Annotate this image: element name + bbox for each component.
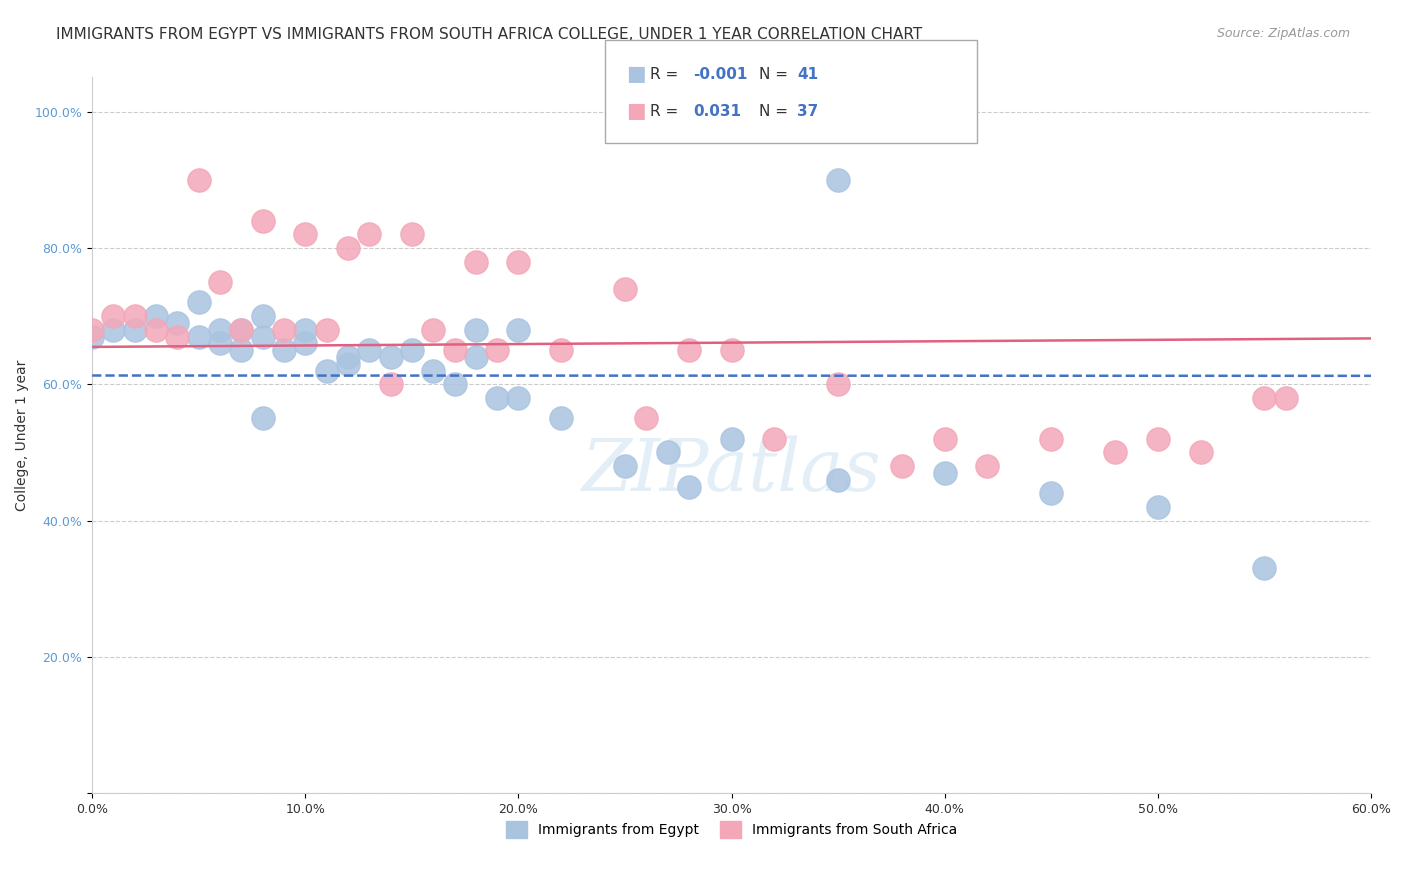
Point	[294, 336, 316, 351]
Point	[1253, 561, 1275, 575]
Point	[678, 479, 700, 493]
Text: R =: R =	[650, 67, 683, 81]
Point	[827, 172, 849, 186]
Point	[678, 343, 700, 358]
Point	[422, 323, 444, 337]
Point	[486, 391, 509, 405]
Text: 0.031: 0.031	[693, 104, 741, 119]
Text: R =: R =	[650, 104, 683, 119]
Point	[550, 343, 572, 358]
Point	[422, 363, 444, 377]
Point	[336, 357, 359, 371]
Point	[273, 343, 295, 358]
Point	[1147, 432, 1170, 446]
Point	[464, 350, 486, 364]
Point	[636, 411, 658, 425]
Point	[1253, 391, 1275, 405]
Point	[401, 227, 423, 242]
Point	[486, 343, 509, 358]
Point	[231, 323, 253, 337]
Point	[380, 377, 402, 392]
Legend: Immigrants from Egypt, Immigrants from South Africa: Immigrants from Egypt, Immigrants from S…	[501, 815, 963, 844]
Point	[443, 343, 465, 358]
Point	[209, 275, 232, 289]
Point	[103, 309, 125, 323]
Point	[82, 329, 104, 343]
Point	[359, 343, 381, 358]
Point	[380, 350, 402, 364]
Point	[124, 323, 146, 337]
Point	[187, 172, 209, 186]
Point	[401, 343, 423, 358]
Point	[359, 227, 381, 242]
Text: 37: 37	[797, 104, 818, 119]
Point	[720, 343, 742, 358]
Point	[82, 323, 104, 337]
Point	[550, 411, 572, 425]
Point	[209, 323, 232, 337]
Point	[464, 323, 486, 337]
Point	[763, 432, 786, 446]
Point	[252, 329, 274, 343]
Point	[1275, 391, 1298, 405]
Point	[1040, 432, 1063, 446]
Point	[508, 391, 530, 405]
Point	[252, 213, 274, 227]
Point	[336, 350, 359, 364]
Point	[209, 336, 232, 351]
Point	[976, 458, 998, 473]
Point	[464, 254, 486, 268]
Point	[934, 432, 956, 446]
Point	[934, 466, 956, 480]
Point	[315, 323, 337, 337]
Point	[1147, 500, 1170, 514]
Point	[166, 329, 188, 343]
Point	[720, 432, 742, 446]
Text: -0.001: -0.001	[693, 67, 748, 81]
Point	[315, 363, 337, 377]
Point	[187, 329, 209, 343]
Point	[1040, 486, 1063, 500]
Text: IMMIGRANTS FROM EGYPT VS IMMIGRANTS FROM SOUTH AFRICA COLLEGE, UNDER 1 YEAR CORR: IMMIGRANTS FROM EGYPT VS IMMIGRANTS FROM…	[56, 27, 922, 42]
Point	[336, 241, 359, 255]
Point	[1189, 445, 1212, 459]
Point	[827, 377, 849, 392]
Point	[231, 343, 253, 358]
Point	[443, 377, 465, 392]
Point	[124, 309, 146, 323]
Point	[657, 445, 679, 459]
Point	[294, 227, 316, 242]
Point	[187, 295, 209, 310]
Point	[508, 254, 530, 268]
Point	[614, 282, 637, 296]
Point	[891, 458, 914, 473]
Point	[614, 458, 637, 473]
Text: ■: ■	[626, 64, 645, 84]
Point	[1104, 445, 1126, 459]
Text: 41: 41	[797, 67, 818, 81]
Text: ZIPatlas: ZIPatlas	[582, 436, 882, 507]
Point	[252, 309, 274, 323]
Point	[273, 323, 295, 337]
Text: ■: ■	[626, 102, 645, 121]
Point	[231, 323, 253, 337]
Y-axis label: College, Under 1 year: College, Under 1 year	[15, 359, 30, 511]
Text: N =: N =	[759, 67, 793, 81]
Point	[252, 411, 274, 425]
Point	[145, 309, 167, 323]
Point	[827, 473, 849, 487]
Text: Source: ZipAtlas.com: Source: ZipAtlas.com	[1216, 27, 1350, 40]
Point	[145, 323, 167, 337]
Point	[103, 323, 125, 337]
Point	[166, 316, 188, 330]
Text: N =: N =	[759, 104, 793, 119]
Point	[294, 323, 316, 337]
Point	[508, 323, 530, 337]
